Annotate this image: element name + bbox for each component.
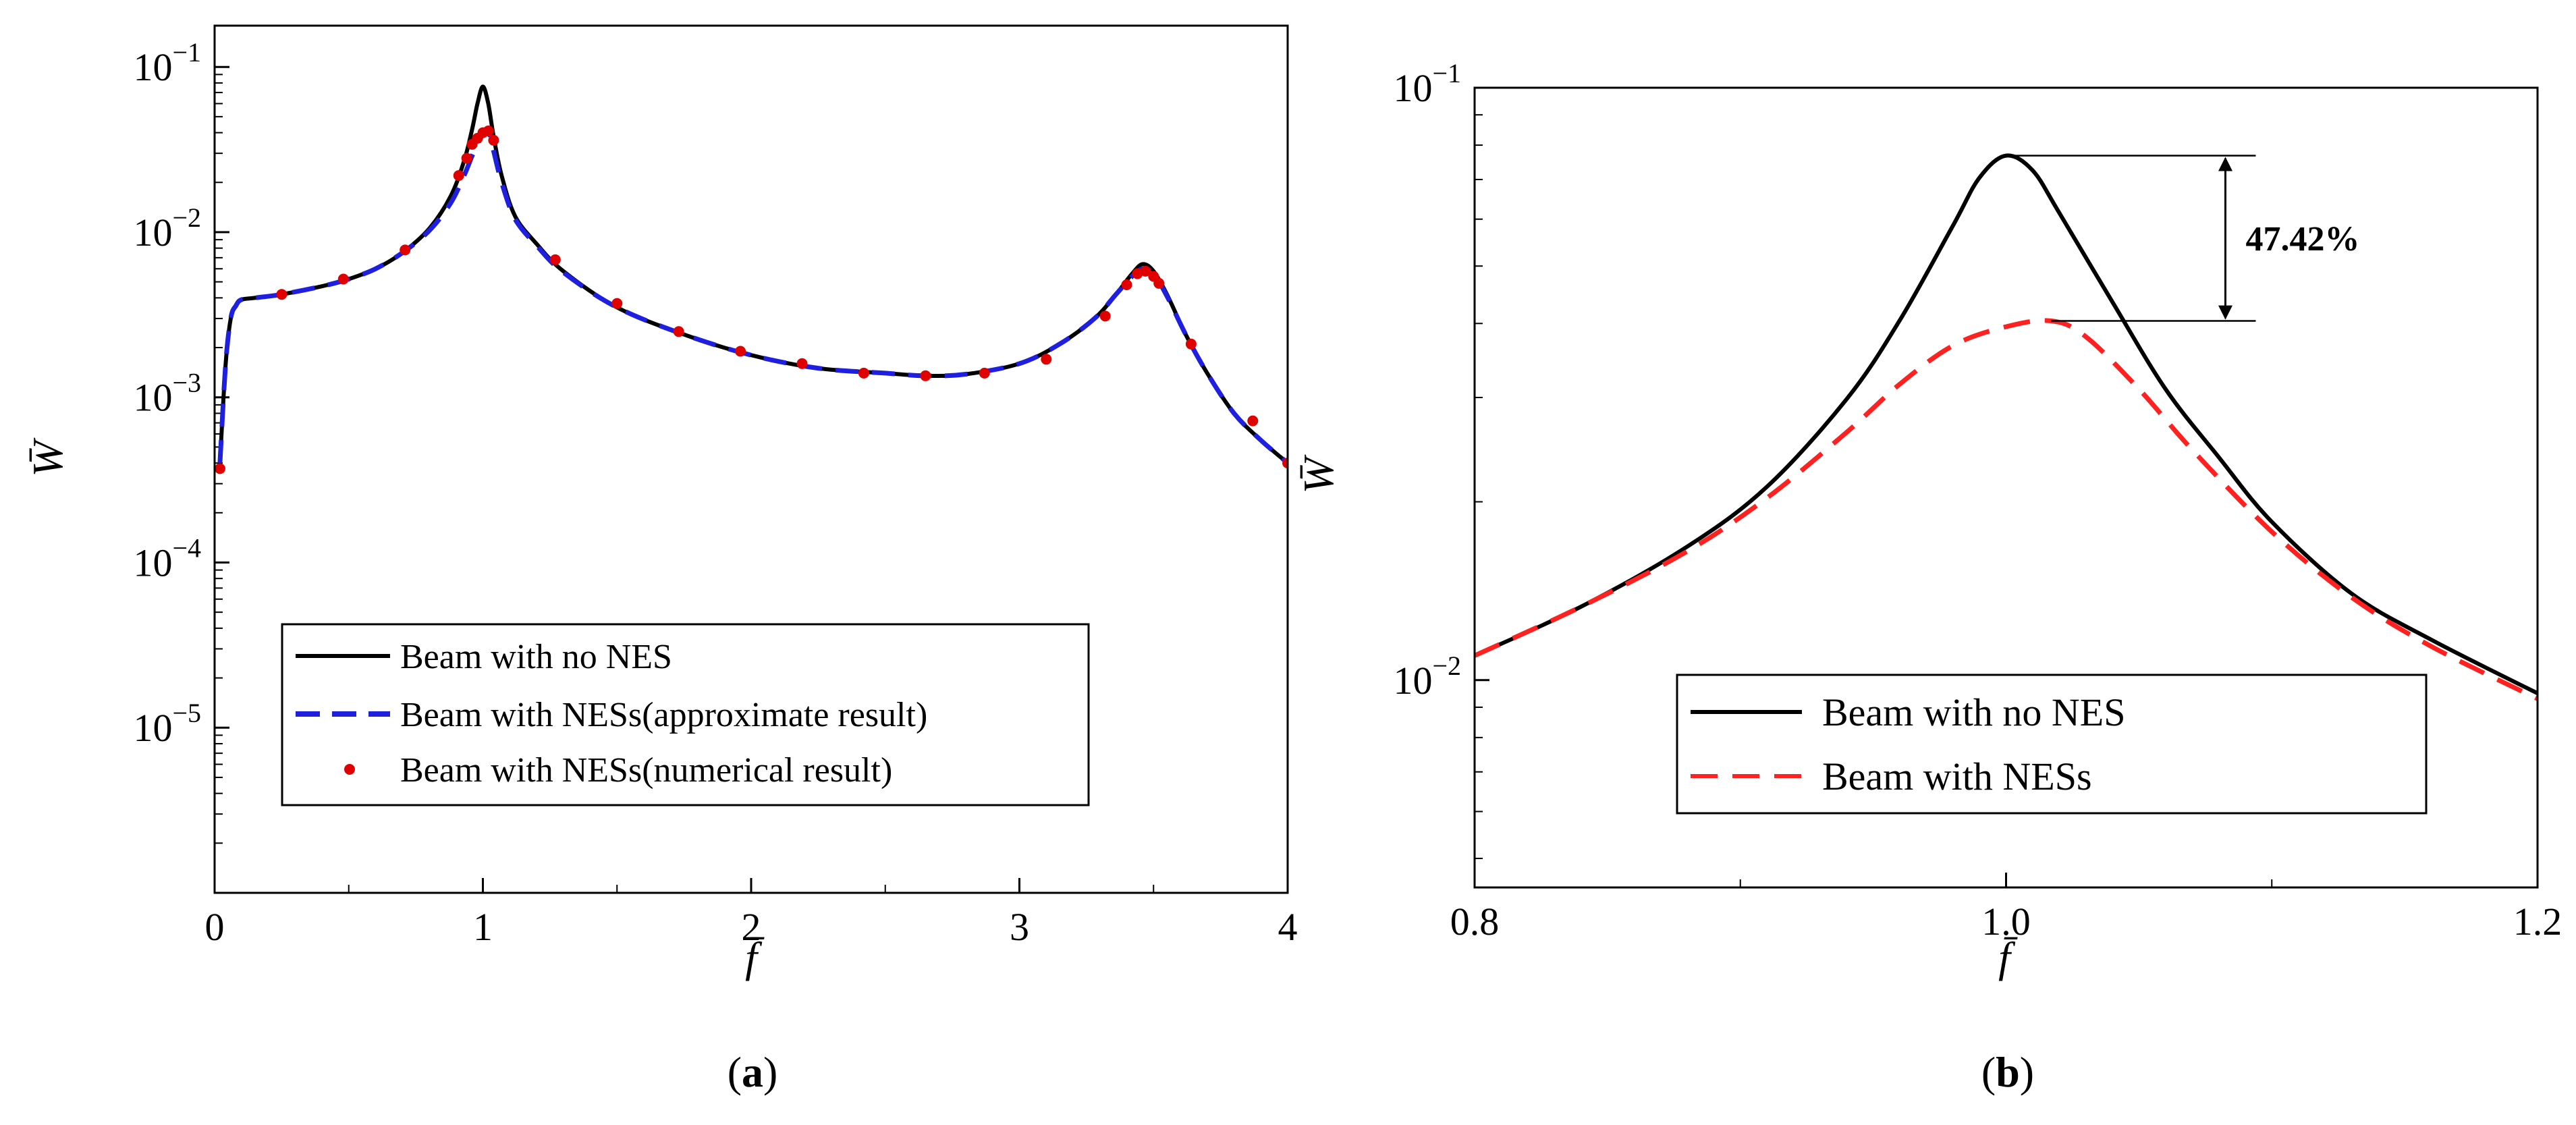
ytick-label-base: 10	[133, 541, 172, 584]
series-beam-with-ness-numerical-result	[215, 126, 1288, 474]
panel-a-caption-close: )	[763, 1048, 777, 1096]
ytick-label-base: 10	[1393, 659, 1432, 703]
panel-a-legend-box	[281, 623, 1090, 806]
data-point	[1121, 279, 1132, 290]
ytick-label-base: 10	[133, 211, 172, 254]
panel-a-xlabel: f̄	[745, 933, 765, 981]
panel-a-series	[215, 84, 1288, 474]
panel-b-caption-letter: b	[1996, 1048, 2020, 1096]
xtick-label: 2	[742, 905, 761, 949]
xtick-label: 3	[1010, 905, 1029, 949]
panel-b-ylabel: W̄	[1294, 454, 1342, 494]
data-point	[1282, 458, 1288, 469]
panel-b-series	[1475, 153, 2538, 701]
panel-b-xticks: 0.8 1.0 1.2	[1450, 873, 2563, 943]
legend-a-label-approx: Beam with NESs(approximate result)	[400, 696, 927, 734]
panel-a-caption: (a)	[728, 1048, 778, 1096]
data-point	[1185, 338, 1197, 350]
data-point	[611, 298, 623, 309]
panel-b-caption-open: (	[1981, 1048, 1996, 1096]
panel-b-caption: (b)	[1981, 1048, 2034, 1096]
data-point	[215, 463, 225, 474]
ytick-label: 10−1	[1393, 58, 1461, 110]
data-point	[979, 367, 990, 379]
legend-b-label-nes: Beam with NESs	[1822, 754, 2092, 798]
panel-a-yticks: 10−510−410−310−210−1	[133, 37, 229, 844]
ytick-label-exponent: −5	[172, 698, 201, 728]
ytick-label: 10−3	[133, 368, 201, 420]
annotation-percentage: 47.42%	[2246, 220, 2360, 258]
xtick-label: 0.8	[1450, 900, 1500, 943]
ytick-label: 10−1	[133, 37, 201, 89]
ytick-label-exponent: −4	[172, 532, 201, 563]
series-beam-with-ness-approximate-result-line	[217, 128, 1288, 465]
ytick-label-base: 10	[133, 376, 172, 420]
data-point	[483, 126, 494, 136]
legend-a-swatch-numerical	[344, 764, 355, 775]
panel-b-annotation: 47.42%	[2006, 155, 2360, 322]
xtick-label: 4	[1278, 905, 1298, 949]
data-point	[1041, 354, 1052, 365]
data-point	[549, 254, 561, 265]
data-point	[735, 346, 746, 357]
panel-a-xticks: 0 1 2 3 4	[205, 878, 1298, 949]
ytick-label-exponent: −3	[172, 368, 201, 398]
data-point	[453, 170, 464, 182]
panel-b-yticks: 10−210−1	[1393, 58, 1489, 860]
panel-a-ylabel: W̄	[24, 437, 72, 477]
ytick-label-exponent: −1	[172, 37, 201, 67]
xtick-label: 1	[473, 905, 493, 949]
chart-panel-b: 10−210−1 0.8 1.0 1.2 47.42% W̄ f̄ Beam wit…	[1294, 58, 2562, 1096]
data-point	[1099, 310, 1111, 322]
panel-a-legend: Beam with no NES Beam with NESs(approxim…	[281, 623, 1090, 806]
legend-b-label-no-nes: Beam with no NES	[1822, 690, 2125, 734]
data-point	[1247, 415, 1259, 427]
data-point	[920, 370, 931, 381]
data-point	[673, 326, 684, 337]
panel-a-caption-open: (	[728, 1048, 742, 1096]
legend-a-label-no-nes: Beam with no NES	[400, 638, 672, 676]
data-point	[858, 367, 869, 379]
panel-a-caption-letter: a	[742, 1048, 763, 1096]
xtick-label: 1.2	[2513, 900, 2563, 943]
data-point	[337, 273, 349, 285]
legend-a-label-numerical: Beam with NESs(numerical result)	[400, 751, 892, 790]
panel-b-legend: Beam with no NES Beam with NESs	[1676, 674, 2428, 815]
series-beam-with-ness-line	[1475, 318, 2538, 701]
ytick-label: 10−5	[133, 698, 201, 750]
panel-b-legend-box	[1676, 674, 2428, 815]
data-point	[1140, 265, 1151, 277]
ytick-label-base: 10	[133, 706, 172, 750]
ytick-label-exponent: −2	[172, 202, 201, 233]
series-beam-with-no-nes-line	[217, 84, 1288, 465]
ytick-label-exponent: −2	[1432, 651, 1461, 681]
ytick-label-base: 10	[1393, 66, 1432, 110]
ytick-label: 10−4	[133, 532, 201, 584]
data-point	[400, 244, 411, 256]
series-beam-with-no-nes-line	[1475, 153, 2538, 695]
data-point	[276, 289, 287, 300]
xtick-label: 1.0	[1981, 900, 2031, 943]
data-point	[461, 153, 472, 164]
xtick-label: 0	[205, 905, 225, 949]
data-point	[488, 134, 499, 146]
panel-a-frame	[213, 24, 1289, 894]
ytick-label-exponent: −1	[1432, 58, 1461, 88]
data-point	[1153, 277, 1165, 289]
ytick-label: 10−2	[133, 202, 201, 254]
ytick-label-base: 10	[133, 45, 172, 89]
ytick-label: 10−2	[1393, 651, 1461, 703]
data-point	[796, 358, 808, 369]
panel-b-frame	[1473, 86, 2539, 889]
panel-b-caption-close: )	[2020, 1048, 2034, 1096]
